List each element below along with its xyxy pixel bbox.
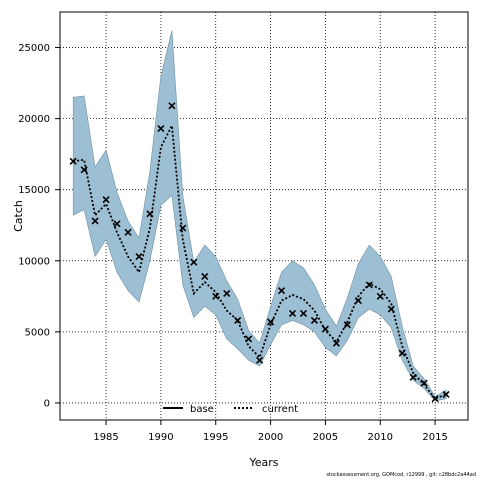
observed-point (267, 318, 275, 326)
observed-point (343, 321, 351, 329)
observed-points-layer (69, 102, 450, 403)
y-tick-label: 15000 (18, 185, 50, 196)
y-tick-label: 5000 (25, 327, 50, 338)
observed-point (223, 289, 231, 298)
observed-point (431, 395, 439, 403)
observed-point (365, 281, 373, 289)
observed-point (387, 305, 395, 313)
observed-point (124, 228, 132, 236)
x-tick-label: 1985 (93, 432, 118, 443)
x-axis-ticks: 1985 1990 1995 2000 2005 2010 2015 (93, 420, 448, 443)
observed-point (69, 157, 77, 165)
y-axis-ticks: 0 5000 10000 15000 20000 25000 (18, 43, 60, 409)
y-tick-label: 25000 (18, 43, 50, 54)
observed-point (420, 379, 428, 387)
plot-frame (59, 11, 469, 421)
observed-point (135, 252, 143, 261)
observed-point (442, 390, 450, 398)
footer-note: stockassessment.org, GOMcod, r12999 , gi… (326, 472, 476, 478)
x-tick-label: 2000 (258, 432, 283, 443)
y-tick-label: 20000 (18, 114, 50, 125)
observed-point (332, 339, 340, 347)
y-axis-label: Catch (12, 200, 25, 232)
observed-point (102, 196, 110, 204)
observed-point (113, 220, 121, 228)
observed-point (409, 373, 417, 381)
observed-point (277, 287, 286, 295)
current-line-layer (73, 122, 447, 400)
observed-point (157, 125, 165, 133)
observed-point (168, 102, 176, 110)
x-tick-label: 2005 (313, 432, 338, 443)
observed-point (201, 272, 209, 280)
y-tick-label: 10000 (18, 256, 50, 267)
y-tick-label: 0 (44, 398, 50, 409)
current-series-line (73, 122, 447, 400)
observed-point (376, 292, 384, 300)
observed-point (245, 335, 253, 343)
observed-point (398, 349, 406, 357)
x-tick-label: 2010 (368, 432, 393, 443)
legend: base current (163, 404, 298, 415)
x-axis-label: Years (248, 456, 278, 469)
x-tick-label: 1995 (203, 432, 228, 443)
observed-point (256, 356, 264, 364)
observed-point (234, 316, 242, 325)
observed-point (91, 217, 99, 225)
observed-point (146, 210, 154, 218)
confidence-band-layer (72, 30, 447, 402)
observed-point (288, 309, 297, 317)
observed-point (190, 258, 198, 266)
observed-point (299, 309, 308, 317)
legend-base-label: base (190, 404, 214, 415)
x-tick-label: 1990 (148, 432, 173, 443)
observed-point (321, 325, 329, 333)
confidence-band (72, 30, 447, 402)
observed-point (354, 297, 362, 305)
observed-point (80, 166, 88, 174)
observed-point (310, 316, 319, 325)
observed-point (179, 224, 187, 232)
x-tick-label: 2015 (422, 432, 447, 443)
legend-current-label: current (262, 404, 298, 415)
observed-point (212, 292, 220, 300)
